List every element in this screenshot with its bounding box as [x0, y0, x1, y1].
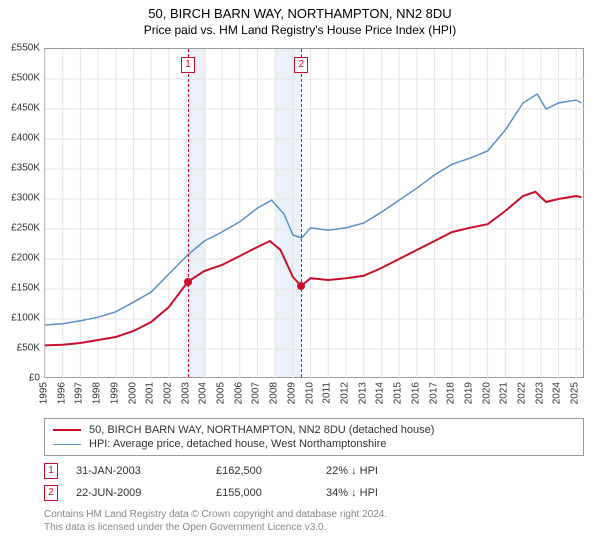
y-tick-label: £350K	[4, 163, 40, 174]
x-tick-label: 2020	[481, 382, 492, 404]
series-hpi	[45, 94, 582, 325]
series-property	[45, 192, 582, 346]
legend-label: HPI: Average price, detached house, West…	[89, 438, 386, 450]
y-tick-label: £150K	[4, 283, 40, 294]
plot-area: 12	[44, 48, 584, 378]
sale-marker-dot-icon	[184, 278, 192, 286]
sale-hpi-delta: 22% ↓ HPI	[326, 465, 436, 477]
y-tick-label: £450K	[4, 103, 40, 114]
legend-item-property: 50, BIRCH BARN WAY, NORTHAMPTON, NN2 8DU…	[53, 423, 575, 437]
x-tick-label: 1999	[109, 382, 120, 404]
x-tick-label: 2017	[428, 382, 439, 404]
sale-hpi-delta: 34% ↓ HPI	[326, 487, 436, 499]
sale-marker-line	[301, 49, 302, 377]
x-tick-label: 2003	[180, 382, 191, 404]
sale-price: £155,000	[216, 487, 326, 499]
chart-container: 50, BIRCH BARN WAY, NORTHAMPTON, NN2 8DU…	[0, 0, 600, 560]
x-tick-label: 2000	[127, 382, 138, 404]
x-tick-label: 2002	[162, 382, 173, 404]
x-tick-label: 2012	[339, 382, 350, 404]
title-block: 50, BIRCH BARN WAY, NORTHAMPTON, NN2 8DU…	[0, 0, 600, 37]
sale-price: £162,500	[216, 465, 326, 477]
x-tick-label: 2010	[304, 382, 315, 404]
sale-date: 31-JAN-2003	[76, 465, 216, 477]
x-tick-label: 2022	[517, 382, 528, 404]
sale-badge-icon: 1	[44, 463, 58, 479]
legend-swatch-icon	[53, 444, 81, 445]
x-tick-label: 2007	[251, 382, 262, 404]
legend-item-hpi: HPI: Average price, detached house, West…	[53, 437, 575, 451]
sales-row: 2 22-JUN-2009 £155,000 34% ↓ HPI	[44, 482, 584, 504]
series-lines	[45, 49, 583, 377]
footer-line: This data is licensed under the Open Gov…	[44, 521, 584, 534]
x-tick-label: 1995	[39, 382, 50, 404]
x-tick-label: 2023	[534, 382, 545, 404]
sale-date: 22-JUN-2009	[76, 487, 216, 499]
x-tick-label: 2018	[446, 382, 457, 404]
x-tick-label: 2005	[216, 382, 227, 404]
chart-title: 50, BIRCH BARN WAY, NORTHAMPTON, NN2 8DU	[0, 6, 600, 21]
sales-row: 1 31-JAN-2003 £162,500 22% ↓ HPI	[44, 460, 584, 482]
sale-marker-dot-icon	[297, 282, 305, 290]
y-tick-label: £400K	[4, 133, 40, 144]
x-tick-label: 2013	[357, 382, 368, 404]
x-tick-label: 2011	[322, 382, 333, 404]
x-tick-label: 2004	[198, 382, 209, 404]
y-tick-label: £200K	[4, 253, 40, 264]
sale-marker-badge: 2	[294, 57, 308, 73]
x-tick-label: 2008	[269, 382, 280, 404]
sale-marker-badge: 1	[181, 57, 195, 73]
legend-label: 50, BIRCH BARN WAY, NORTHAMPTON, NN2 8DU…	[89, 424, 434, 436]
x-tick-label: 2019	[463, 382, 474, 404]
x-tick-label: 2021	[499, 382, 510, 404]
x-tick-label: 2001	[145, 382, 156, 404]
x-tick-label: 2009	[286, 382, 297, 404]
x-tick-label: 2025	[570, 382, 581, 404]
y-tick-label: £100K	[4, 313, 40, 324]
footer-line: Contains HM Land Registry data © Crown c…	[44, 508, 584, 521]
y-tick-label: £300K	[4, 193, 40, 204]
chart-subtitle: Price paid vs. HM Land Registry's House …	[0, 23, 600, 37]
x-tick-label: 1997	[74, 382, 85, 404]
y-tick-label: £0	[4, 373, 40, 384]
sale-marker-line	[188, 49, 189, 377]
y-tick-label: £50K	[4, 343, 40, 354]
x-tick-label: 1996	[56, 382, 67, 404]
y-tick-label: £550K	[4, 43, 40, 54]
x-tick-label: 2024	[552, 382, 563, 404]
attribution-footer: Contains HM Land Registry data © Crown c…	[44, 508, 584, 534]
x-tick-label: 2014	[375, 382, 386, 404]
legend: 50, BIRCH BARN WAY, NORTHAMPTON, NN2 8DU…	[44, 418, 584, 456]
y-tick-label: £500K	[4, 73, 40, 84]
x-tick-label: 2006	[233, 382, 244, 404]
y-tick-label: £250K	[4, 223, 40, 234]
x-tick-label: 2015	[393, 382, 404, 404]
sales-table: 1 31-JAN-2003 £162,500 22% ↓ HPI 2 22-JU…	[44, 460, 584, 504]
x-tick-label: 1998	[92, 382, 103, 404]
sale-badge-icon: 2	[44, 485, 58, 501]
x-tick-label: 2016	[410, 382, 421, 404]
legend-swatch-icon	[53, 429, 81, 431]
